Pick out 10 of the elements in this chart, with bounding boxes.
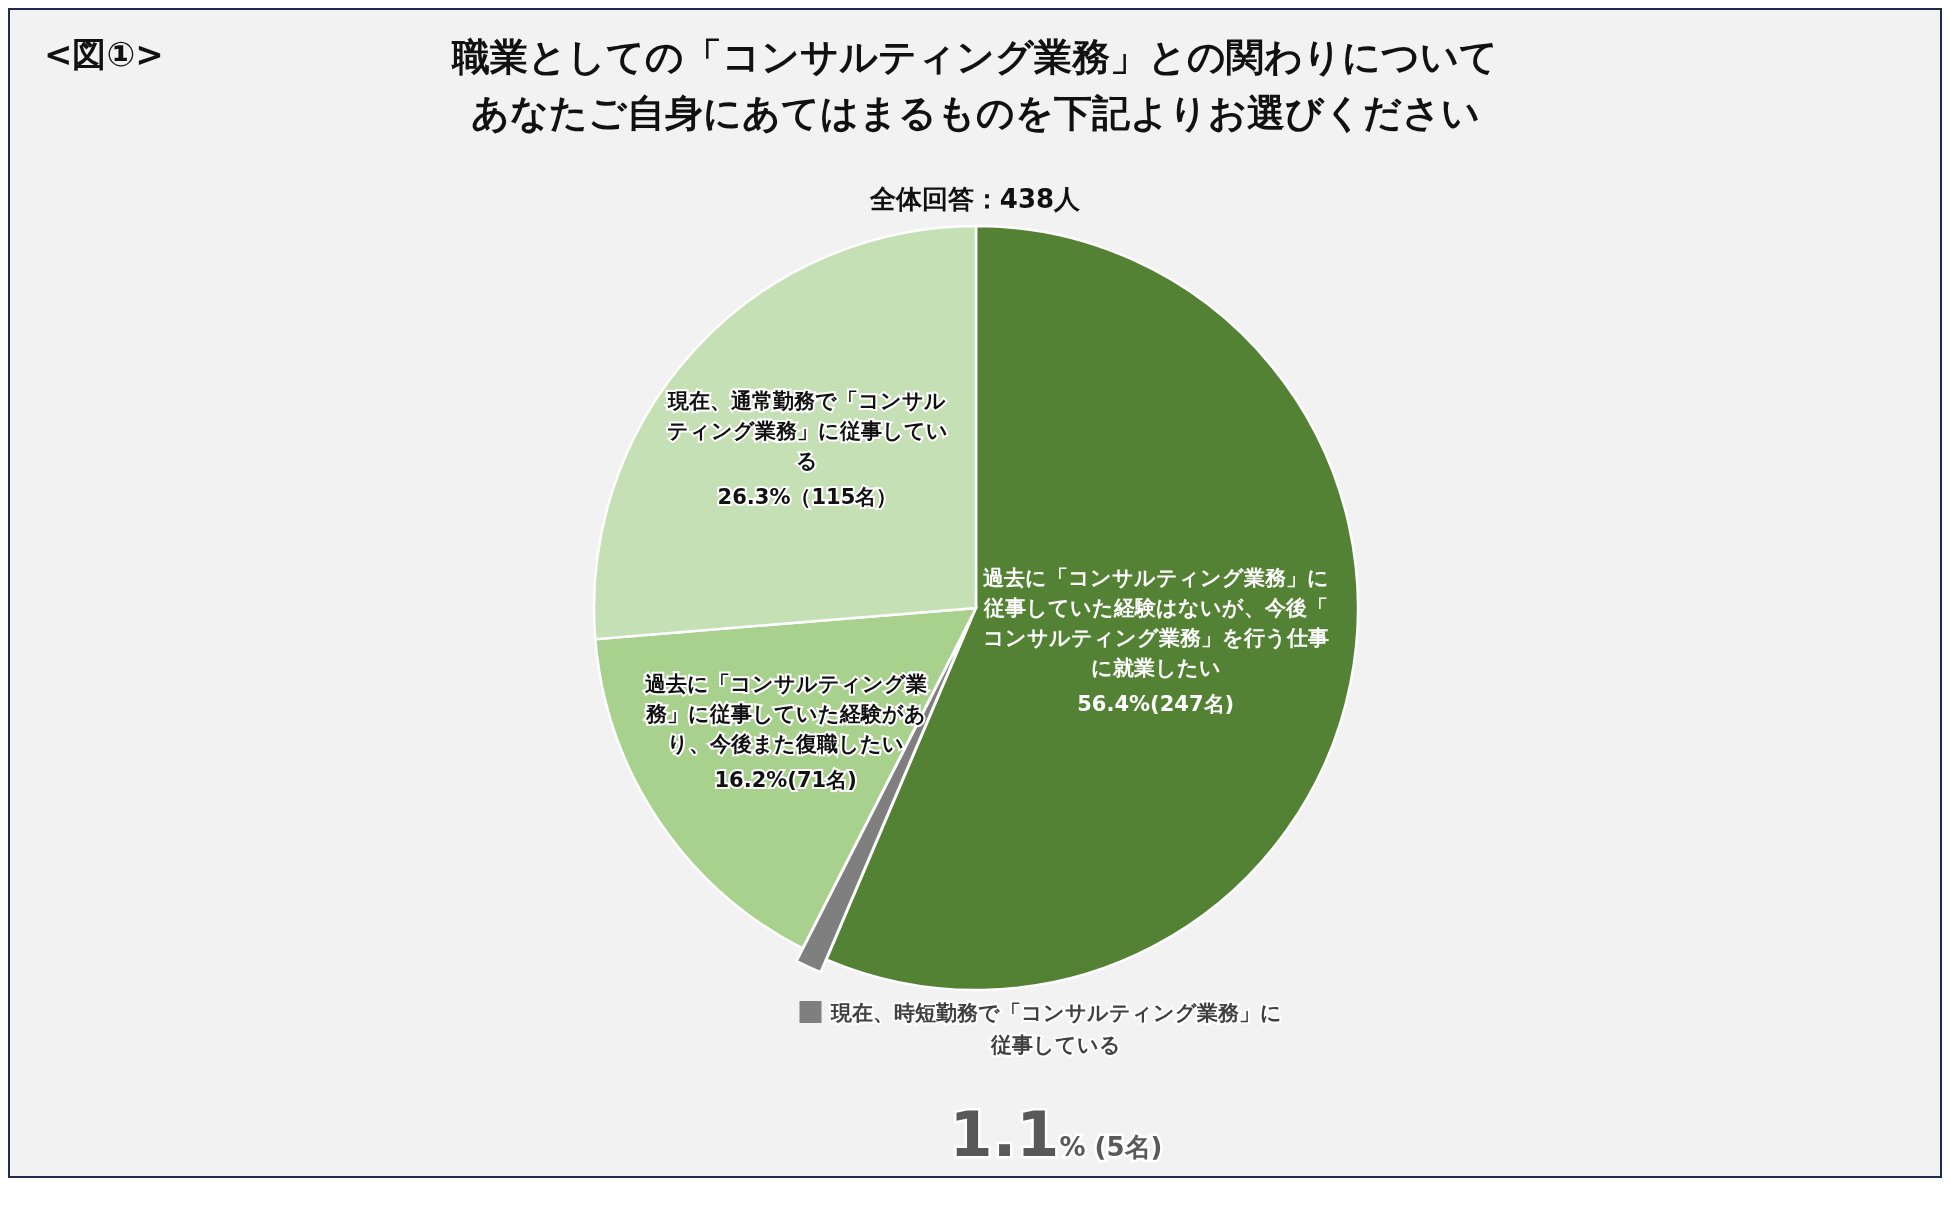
data-label: 16.2%(71名) xyxy=(714,767,857,792)
slice-label: 過去に「コンサルティング業務」に従事していた経験はないが、今後「コンサルティング業務」を行う仕事に就業したい xyxy=(982,565,1329,680)
data-label: 1.1% (5名) xyxy=(949,1098,1163,1171)
data-label: 56.4%(247名) xyxy=(1077,691,1235,716)
text: <図①> xyxy=(44,34,164,74)
legend-label: 現在、時短勤務で「コンサルティング業務」に従事している xyxy=(829,1001,1282,1057)
chart-title: 職業としての「コンサルティング業務」との関わりについてあなたご自身にあてはまるものを下記よりお選びください xyxy=(451,35,1498,135)
slice-label: 現在、通常勤務で「コンサルティング業務」に従事している xyxy=(666,388,948,473)
chart-subtitle: 全体回答：438人 xyxy=(868,184,1082,214)
data-label: 26.3%（115名） xyxy=(717,484,898,509)
